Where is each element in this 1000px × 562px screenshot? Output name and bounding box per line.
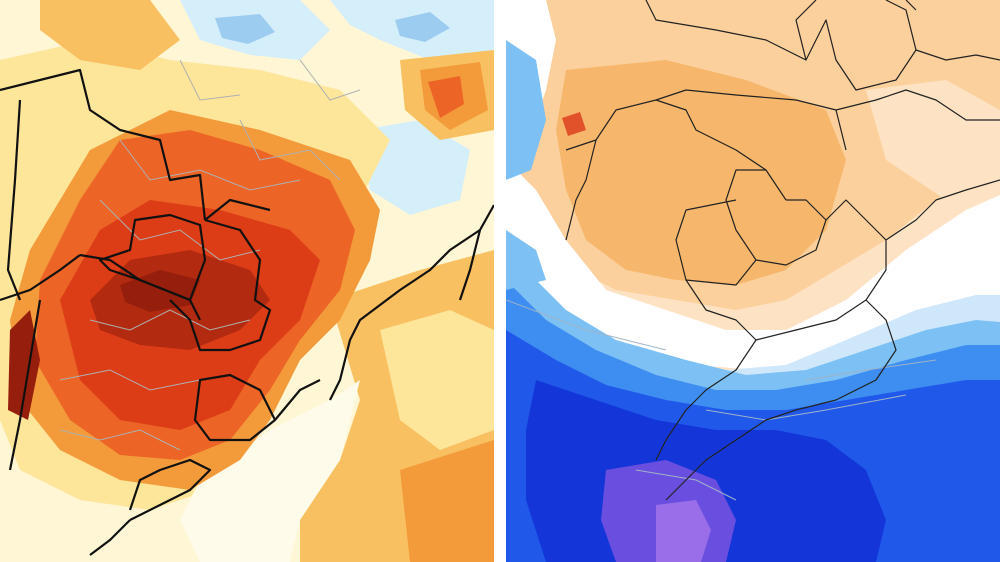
right-pale-orange-east: [866, 80, 1000, 200]
right-hot-spot: [562, 112, 586, 136]
left-orange-patch-north: [40, 0, 180, 70]
right-country-borders: [565, 0, 1000, 501]
right-map-svg: [506, 0, 1000, 562]
left-country-borders: [0, 68, 494, 556]
left-anomaly-map: [0, 0, 494, 562]
left-blue-patch-north: [215, 14, 275, 44]
left-ocean-orange-patch: [400, 440, 494, 562]
right-cool-patch-northwest: [506, 40, 546, 180]
right-neutral-band: [506, 160, 1000, 370]
left-ocean-yellow-patch: [380, 310, 494, 450]
left-neutral-ocean-tongue: [180, 380, 360, 562]
left-hot-patch-northeast: [428, 76, 464, 118]
left-blue-patch-northeast: [395, 12, 450, 42]
right-warm-anomaly-core: [556, 60, 846, 285]
right-blue-patch-west: [506, 230, 546, 290]
left-extreme-west-strip: [8, 310, 40, 420]
right-anomaly-map: [506, 0, 1000, 562]
left-map-svg: [0, 0, 494, 562]
right-state-boundaries: [506, 299, 937, 501]
right-extreme-cold-core: [656, 500, 711, 562]
panel-divider: [494, 0, 506, 562]
left-state-boundaries: [59, 59, 361, 451]
